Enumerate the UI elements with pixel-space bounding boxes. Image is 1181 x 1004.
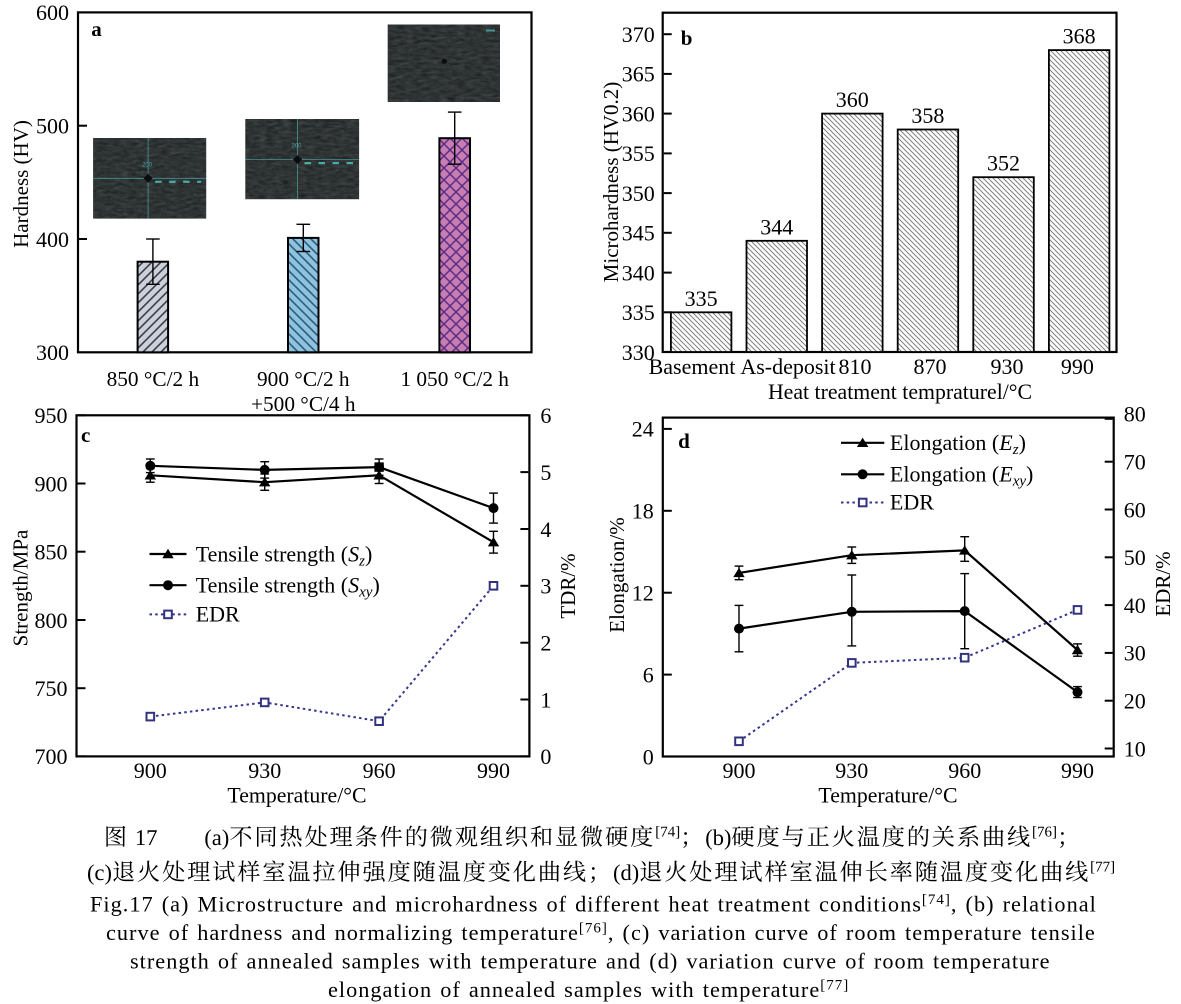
svg-text:TDR/%: TDR/% [556, 553, 580, 618]
svg-text:18: 18 [632, 499, 654, 524]
svg-text:Fig.17 (a) Microstructure and: Fig.17 (a) Microstructure and microhardn… [90, 892, 1097, 917]
svg-text:EDR/%: EDR/% [1151, 551, 1175, 616]
svg-text:900: 900 [35, 471, 68, 496]
svg-text:6: 6 [540, 403, 551, 428]
svg-text:350: 350 [622, 181, 655, 206]
svg-text:Elongation (Ez): Elongation (Ez) [890, 430, 1026, 458]
svg-text:930: 930 [835, 758, 868, 783]
svg-text:900 °C/2 h: 900 °C/2 h [257, 367, 350, 391]
svg-text:850 °C/2 h: 850 °C/2 h [107, 367, 200, 391]
svg-text:358: 358 [911, 103, 944, 128]
svg-text:960: 960 [363, 758, 396, 783]
svg-text:930: 930 [248, 758, 281, 783]
svg-text:810: 810 [839, 354, 872, 379]
svg-text:70: 70 [1124, 450, 1146, 475]
svg-text:Strength/MPa: Strength/MPa [9, 529, 33, 646]
svg-text:930: 930 [991, 354, 1024, 379]
svg-text:352: 352 [987, 151, 1020, 176]
svg-text:Temperature/°C: Temperature/°C [227, 783, 366, 807]
svg-text:strength of annealed samples w: strength of annealed samples with temper… [130, 949, 1051, 974]
svg-text:+500 °C/4 h: +500 °C/4 h [251, 392, 356, 416]
svg-text:Tensile strength (Sxy): Tensile strength (Sxy) [196, 573, 380, 601]
svg-text:200: 200 [142, 162, 153, 168]
svg-text:990: 990 [477, 758, 510, 783]
svg-text:d: d [678, 429, 690, 453]
svg-text:750: 750 [35, 676, 68, 701]
svg-text:960: 960 [948, 758, 981, 783]
svg-text:1: 1 [540, 687, 551, 712]
svg-text:990: 990 [1061, 758, 1094, 783]
svg-text:4: 4 [540, 517, 551, 542]
svg-text:Elongation (Exy): Elongation (Exy) [890, 462, 1033, 490]
svg-text:870: 870 [914, 354, 947, 379]
svg-text:3: 3 [540, 574, 551, 599]
svg-text:0: 0 [643, 744, 654, 769]
svg-text:Elongation/%: Elongation/% [605, 517, 629, 632]
svg-text:950: 950 [35, 403, 68, 428]
svg-text:1 050 °C/2 h: 1 050 °C/2 h [400, 367, 509, 391]
svg-text:Tensile strength (Sz): Tensile strength (Sz) [196, 541, 373, 569]
svg-text:368: 368 [1063, 24, 1096, 49]
svg-text:330: 330 [622, 340, 655, 365]
svg-text:360: 360 [622, 101, 655, 126]
svg-text:50: 50 [1124, 545, 1146, 570]
svg-text:335: 335 [685, 286, 718, 311]
svg-text:400: 400 [36, 227, 69, 252]
svg-text:360: 360 [836, 87, 869, 112]
svg-text:900: 900 [134, 758, 167, 783]
svg-text:30: 30 [1124, 641, 1146, 666]
svg-text:0: 0 [540, 744, 551, 769]
svg-text:600: 600 [36, 0, 69, 25]
svg-text:EDR: EDR [890, 490, 934, 515]
svg-text:365: 365 [622, 62, 655, 87]
svg-text:20: 20 [1124, 689, 1146, 714]
svg-text:500: 500 [36, 114, 69, 139]
svg-text:As-deposit: As-deposit [740, 354, 835, 379]
svg-text:24: 24 [632, 417, 654, 442]
svg-text:10: 10 [1124, 736, 1146, 761]
svg-text:a: a [91, 17, 102, 41]
svg-text:300: 300 [36, 340, 69, 365]
svg-text:60: 60 [1124, 497, 1146, 522]
svg-text:Hardness (HV): Hardness (HV) [9, 120, 33, 248]
svg-text:2: 2 [540, 631, 551, 656]
svg-text:355: 355 [622, 141, 655, 166]
svg-text:340: 340 [622, 260, 655, 285]
svg-text:370: 370 [622, 22, 655, 47]
svg-text:curve of hardness and normaliz: curve of hardness and normalizing temper… [106, 920, 1096, 945]
svg-text:900: 900 [723, 758, 756, 783]
svg-text:344: 344 [760, 214, 793, 239]
svg-text:12: 12 [632, 581, 654, 606]
svg-text:Microhardness (HV0.2): Microhardness (HV0.2) [599, 82, 623, 283]
svg-text:335: 335 [622, 300, 655, 325]
svg-text:850: 850 [35, 540, 68, 565]
svg-text:Basement: Basement [649, 354, 736, 379]
svg-text:700: 700 [35, 744, 68, 769]
svg-text:345: 345 [622, 221, 655, 246]
svg-text:b: b [681, 26, 693, 50]
svg-text:200: 200 [292, 144, 303, 150]
svg-text:5: 5 [540, 460, 551, 485]
svg-text:990: 990 [1061, 354, 1094, 379]
svg-text:Temperature/°C: Temperature/°C [818, 783, 957, 807]
svg-text:EDR: EDR [196, 602, 240, 627]
svg-text:elongation of annealed samples: elongation of annealed samples with temp… [328, 977, 849, 1002]
svg-text:Heat treatment tempraturel/°C: Heat treatment tempraturel/°C [768, 380, 1032, 404]
svg-text:80: 80 [1124, 402, 1146, 427]
svg-text:6: 6 [643, 662, 654, 687]
svg-text:800: 800 [35, 608, 68, 633]
svg-text:40: 40 [1124, 593, 1146, 618]
svg-text:c: c [81, 423, 90, 447]
